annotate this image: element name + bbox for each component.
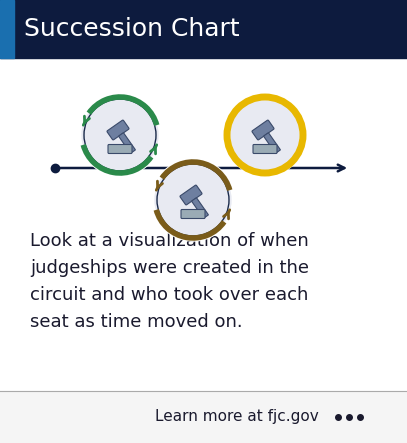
Circle shape xyxy=(155,162,231,238)
FancyBboxPatch shape xyxy=(107,120,129,140)
Circle shape xyxy=(82,97,158,173)
FancyBboxPatch shape xyxy=(264,133,280,153)
Circle shape xyxy=(79,94,161,176)
Circle shape xyxy=(224,94,306,176)
FancyBboxPatch shape xyxy=(253,144,277,154)
Circle shape xyxy=(227,97,303,173)
Bar xyxy=(0,0,14,58)
Text: Look at a visualization of when
judgeships were created in the
circuit and who t: Look at a visualization of when judgeshi… xyxy=(30,232,309,331)
Circle shape xyxy=(152,159,234,241)
Text: Learn more at fjc.gov: Learn more at fjc.gov xyxy=(155,409,319,424)
Bar xyxy=(0,0,407,58)
FancyBboxPatch shape xyxy=(192,198,208,218)
FancyBboxPatch shape xyxy=(119,133,135,153)
Text: Succession Chart: Succession Chart xyxy=(24,17,240,41)
FancyBboxPatch shape xyxy=(252,120,274,140)
Bar xyxy=(0,391,407,443)
FancyBboxPatch shape xyxy=(180,185,202,205)
FancyBboxPatch shape xyxy=(108,144,132,154)
FancyBboxPatch shape xyxy=(181,210,205,218)
